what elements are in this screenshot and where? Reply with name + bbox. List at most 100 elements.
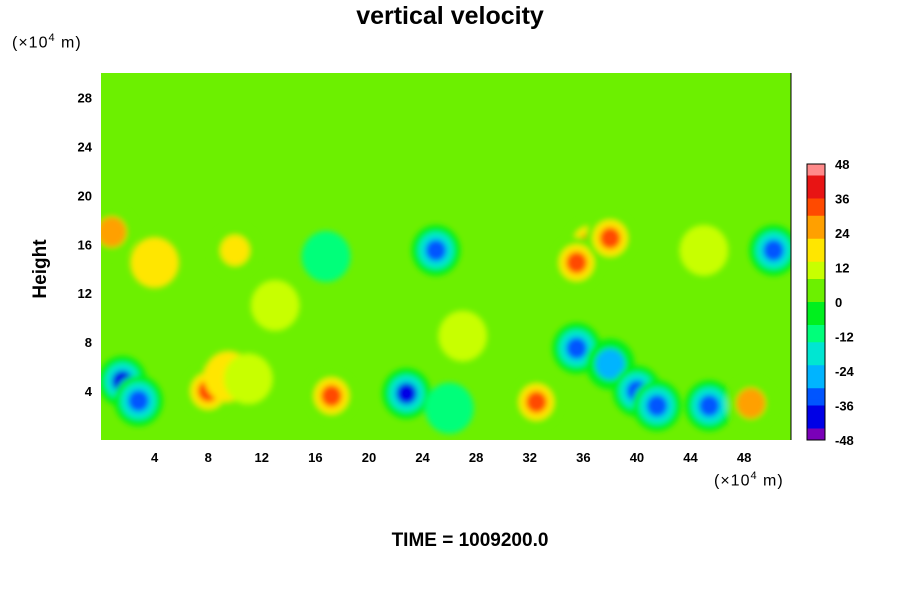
field-feature: [425, 239, 447, 262]
y-axis: 4 8 12 16 20 24 28: [78, 90, 93, 399]
plot-area: [101, 73, 791, 440]
colorbar-segment: [807, 428, 825, 435]
x-tick-label: 24: [415, 450, 430, 465]
colorbar-segment: [807, 169, 825, 176]
colorbar-segment: [807, 371, 825, 378]
x-tick-label: 40: [630, 450, 644, 465]
field-feature: [130, 237, 179, 289]
colorbar-segment: [807, 215, 825, 222]
colorbar-segment: [807, 336, 825, 343]
colorbar-tick-label: 36: [835, 192, 849, 207]
field-feature: [599, 227, 621, 250]
colorbar-segment: [807, 175, 825, 182]
field-feature: [736, 388, 766, 419]
colorbar-segment: [807, 417, 825, 424]
colorbar-tick-label: -48: [835, 433, 854, 448]
y-tick-label: 24: [78, 139, 93, 154]
colorbar-segment: [807, 307, 825, 314]
field-feature: [101, 216, 127, 248]
colorbar-segment: [807, 181, 825, 188]
colorbar-segment: [807, 284, 825, 291]
colorbar-tick-label: 0: [835, 295, 842, 310]
colorbar-segment: [807, 238, 825, 245]
x-tick-label: 16: [308, 450, 322, 465]
colorbar-segment: [807, 261, 825, 268]
y-tick-label: 16: [78, 237, 92, 252]
colorbar-segment: [807, 256, 825, 263]
x-tick-label: 28: [469, 450, 483, 465]
colorbar-segment: [807, 267, 825, 274]
colorbar-frame: [806, 163, 826, 441]
colorbar-segment: [807, 376, 825, 383]
colorbar-tick-label: -24: [835, 364, 855, 379]
field-feature: [525, 391, 547, 413]
field-feature: [223, 353, 273, 405]
time-label: TIME = 1009200.0: [391, 530, 549, 551]
y-tick-label: 4: [85, 384, 93, 399]
x-tick-label: 48: [737, 450, 751, 465]
colorbar-segment: [807, 221, 825, 228]
colorbar-segment: [807, 192, 825, 199]
colorbar-segment: [807, 434, 825, 441]
y-tick-label: 8: [85, 335, 92, 350]
colorbar-segment: [807, 394, 825, 401]
colorbar-tick-label: 48: [835, 157, 849, 172]
colorbar-segment: [807, 405, 825, 412]
y-tick-label: 28: [78, 90, 92, 105]
field-feature: [763, 239, 785, 262]
x-tick-label: 4: [151, 450, 159, 465]
chart-title: vertical velocity: [356, 2, 544, 30]
colorbar-segment: [807, 210, 825, 217]
x-tick-label: 20: [362, 450, 376, 465]
field-feature: [595, 348, 625, 380]
colorbar-segment: [807, 313, 825, 320]
field-features: [101, 206, 791, 434]
field-feature: [320, 385, 342, 407]
x-tick-label: 36: [576, 450, 590, 465]
field-feature: [301, 231, 351, 282]
field-feature: [566, 251, 588, 274]
colorbar-tick-label: -12: [835, 330, 854, 345]
colorbar-segment: [807, 244, 825, 251]
colorbar-segment: [807, 348, 825, 355]
x-axis: 4 8 12 16 20 24 28 32 36 40 44 48: [151, 450, 751, 465]
field-feature: [679, 224, 729, 276]
field-feature: [220, 235, 250, 266]
x-tick-label: 8: [205, 450, 212, 465]
colorbar-segment: [807, 164, 825, 171]
field-feature: [396, 382, 417, 405]
colorbar-tick-label: -36: [835, 399, 854, 414]
colorbar-segment: [807, 296, 825, 303]
colorbar-segment: [807, 198, 825, 205]
colorbar-segment: [807, 227, 825, 234]
x-tick-label: 44: [683, 450, 698, 465]
field-feature: [646, 394, 668, 417]
colorbar-segment: [807, 359, 825, 366]
y-tick-label: 12: [78, 286, 92, 301]
colorbar-segment: [807, 388, 825, 395]
x-tick-label: 12: [255, 450, 269, 465]
field-feature: [128, 389, 149, 412]
colorbar-tick-label: 24: [835, 226, 850, 241]
colorbar-segment: [807, 273, 825, 280]
y-tick-label: 20: [78, 188, 92, 203]
colorbar-tick-label: 12: [835, 261, 849, 276]
y-axis-unit: (×104 m): [12, 32, 82, 52]
colorbar-segment: [807, 325, 825, 332]
colorbar: 48 36 24 12 0 -12 -24 -36 -48: [806, 157, 855, 448]
colorbar-segment: [807, 353, 825, 360]
colorbar-segment: [807, 342, 825, 349]
colorbar-segment: [807, 422, 825, 429]
colorbar-segment: [807, 365, 825, 372]
colorbar-segment: [807, 411, 825, 418]
colorbar-segment: [807, 204, 825, 211]
x-tick-label: 32: [523, 450, 537, 465]
colorbar-segment: [807, 330, 825, 337]
colorbar-segment: [807, 233, 825, 240]
field-feature: [438, 310, 488, 362]
field-feature: [698, 394, 720, 417]
colorbar-segment: [807, 399, 825, 406]
x-axis-unit: (×104 m): [714, 470, 784, 490]
colorbar-segment: [807, 382, 825, 389]
